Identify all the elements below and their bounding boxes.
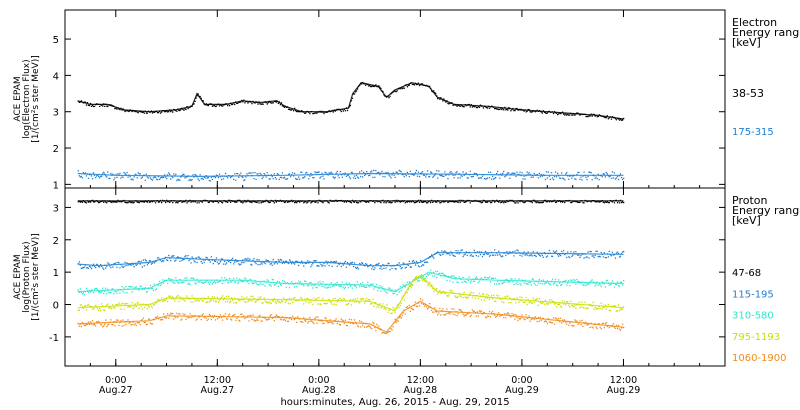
proton-legend-title: [keV] — [732, 214, 761, 227]
x-axis-label: hours:minutes, Aug. 26, 2015 - Aug. 29, … — [280, 397, 509, 408]
electron-legend-title: Electron — [732, 16, 777, 29]
proton-y-tick-label: 2 — [53, 236, 59, 247]
series-points-47-68 — [77, 199, 625, 204]
series-points-310-580 — [77, 269, 625, 296]
electron-y-tick-label: 4 — [53, 71, 59, 82]
legend-entry-795-1193: 795-1193 — [732, 332, 780, 343]
proton-plot-frame — [64, 187, 726, 367]
x-tick-time-label: 0:00 — [308, 375, 329, 386]
electron-series-38-53 — [77, 81, 625, 121]
electron-y-tick-label: 1 — [53, 180, 59, 191]
electron-y-axis-label: log(Electron Flux) — [22, 59, 32, 138]
proton-legend-title: Energy ranges — [732, 204, 800, 217]
legend-entry-175-315: 175-315 — [732, 127, 774, 138]
electron-series-175-315 — [77, 169, 625, 182]
electron-y-axis-label: ACE EPAM — [13, 76, 23, 121]
proton-series-115-195 — [77, 249, 625, 271]
legend-entry-310-580: 310-580 — [732, 311, 774, 322]
series-line-38-53 — [77, 82, 624, 120]
electron-legend-title: Energy ranges — [732, 26, 800, 39]
legend-entry-115-195: 115-195 — [732, 289, 774, 300]
proton-series-310-580 — [77, 269, 625, 296]
proton-y-tick-label: 3 — [53, 203, 59, 214]
electron-y-tick-label: 2 — [53, 144, 59, 155]
proton-legend-title: Proton — [732, 194, 767, 207]
x-tick-time-label: 12:00 — [610, 375, 637, 386]
x-tick-time-label: 0:00 — [511, 375, 532, 386]
series-points-175-315 — [77, 169, 625, 182]
x-tick-date-label: Aug.27 — [99, 385, 133, 396]
x-tick-time-label: 12:00 — [407, 375, 434, 386]
x-tick-date-label: Aug.29 — [505, 385, 539, 396]
series-points-115-195 — [77, 249, 625, 271]
legend-entry-47-68: 47-68 — [732, 268, 761, 279]
series-line-1060-1900 — [77, 300, 624, 333]
proton-y-axis-label: [1/(cm²s ster MeV)] — [31, 233, 41, 320]
electron-y-tick-label: 3 — [53, 108, 59, 119]
x-tick-time-label: 12:00 — [204, 375, 231, 386]
x-tick-date-label: Aug.29 — [607, 385, 641, 396]
legend-entry-38-53: 38-53 — [732, 87, 764, 100]
x-tick-date-label: Aug.27 — [200, 385, 234, 396]
series-points-795-1193 — [77, 274, 625, 314]
proton-y-tick-label: 0 — [53, 301, 59, 312]
x-tick-date-label: Aug.28 — [302, 385, 336, 396]
x-tick-date-label: Aug.28 — [404, 385, 438, 396]
electron-plot-frame — [64, 9, 726, 189]
proton-y-tick-label: -1 — [49, 333, 59, 344]
series-points-38-53 — [77, 81, 625, 121]
proton-y-tick-label: 1 — [53, 268, 59, 279]
legend-entry-1060-1900: 1060-1900 — [732, 353, 787, 364]
electron-y-tick-label: 5 — [53, 35, 59, 46]
proton-y-axis-label: ACE EPAM — [13, 254, 23, 299]
x-tick-time-label: 0:00 — [105, 375, 126, 386]
electron-y-axis-label: [1/(cm²s ster MeV)] — [31, 55, 41, 142]
proton-series-795-1193 — [77, 274, 625, 314]
series-points-1060-1900 — [77, 298, 625, 334]
proton-series-1060-1900 — [77, 298, 625, 334]
proton-series-47-68 — [77, 199, 625, 204]
proton-y-axis-label: log(Proton Flux) — [22, 241, 32, 312]
electron-legend-title: [keV] — [732, 36, 761, 49]
